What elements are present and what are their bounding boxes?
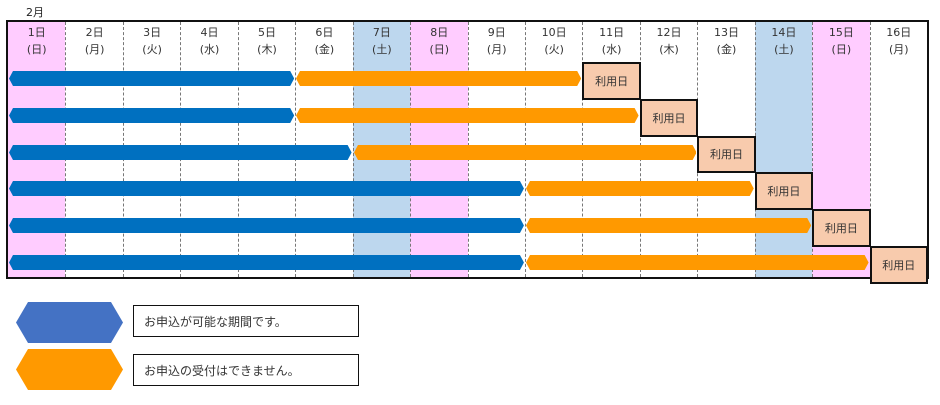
month-label: 2月: [26, 6, 44, 19]
day-date: 12日: [656, 26, 682, 39]
apply-period-bar: [9, 144, 352, 160]
day-date: 7日: [372, 26, 391, 39]
day-header: 16日 (月): [871, 24, 927, 58]
day-date: 9日: [487, 26, 506, 39]
day-weekday: (金): [314, 43, 335, 56]
day-date: 16日: [886, 26, 912, 39]
day-date: 1日: [27, 26, 46, 39]
day-header: 1日 (日): [8, 24, 65, 58]
day-weekday: (木): [659, 43, 679, 56]
closed-period-bar: [353, 144, 697, 160]
use-day-cell: 利用日: [639, 98, 699, 137]
day-weekday: (月): [888, 43, 909, 56]
day-date: 13日: [713, 26, 739, 39]
day-header: 2日 (月): [66, 24, 122, 58]
day-weekday: (土): [774, 43, 794, 56]
day-header: 11日 (水): [583, 24, 639, 58]
day-header: 14日 (土): [756, 24, 812, 58]
legend-closed-text: お申込の受付はできません。: [133, 354, 359, 386]
day-date: 8日: [430, 26, 449, 39]
apply-period-bar: [9, 107, 295, 123]
day-header: 10日 (火): [526, 24, 582, 58]
day-date: 11日: [599, 26, 625, 39]
legend-closed-swatch: [16, 349, 123, 390]
day-date: 10日: [541, 26, 567, 39]
day-weekday: (木): [257, 43, 277, 56]
day-date: 6日: [315, 26, 334, 39]
day-header: 15日 (日): [813, 24, 869, 58]
day-weekday: (水): [199, 43, 220, 56]
day-header: 12日 (木): [641, 24, 697, 58]
use-day-cell: 利用日: [582, 62, 641, 100]
apply-period-bar: [9, 218, 524, 234]
day-header: 4日 (水): [181, 24, 237, 58]
closed-period-bar: [525, 218, 812, 234]
day-header: 5日 (木): [239, 24, 295, 58]
day-weekday: (月): [486, 43, 507, 56]
use-day-cell: 利用日: [869, 246, 928, 284]
day-weekday: (火): [544, 43, 564, 56]
legend-apply-text: お申込が可能な期間です。: [133, 305, 359, 337]
day-header: 8日 (日): [411, 24, 467, 58]
day-date: 14日: [771, 26, 797, 39]
use-day-cell: 利用日: [754, 172, 814, 211]
day-column: 14日 (土): [754, 22, 813, 277]
day-weekday: (金): [716, 43, 737, 56]
closed-period-bar: [525, 254, 869, 270]
day-date: 4日: [200, 26, 219, 39]
apply-period-bar: [9, 181, 524, 197]
day-weekday: (日): [26, 43, 47, 56]
calendar-grid: 1日 (日) 2日 (月) 3日 (火) 4日 (水) 5日 (木) 6日 (金) 7日 (土) 8日 (日)…: [6, 20, 929, 284]
day-weekday: (土): [372, 43, 392, 56]
day-weekday: (火): [142, 43, 162, 56]
use-day-cell: 利用日: [812, 209, 871, 247]
day-date: 15日: [828, 26, 854, 39]
day-header: 7日 (土): [354, 24, 410, 58]
day-date: 3日: [143, 26, 162, 39]
day-weekday: (月): [84, 43, 105, 56]
day-date: 2日: [85, 26, 104, 39]
day-weekday: (日): [831, 43, 852, 56]
legend-apply-swatch: [16, 302, 123, 343]
closed-period-bar: [296, 107, 639, 123]
closed-period-bar: [525, 181, 754, 197]
day-column: 16日 (月): [869, 22, 927, 277]
day-header: 3日 (火): [124, 24, 180, 58]
closed-period-bar: [296, 70, 582, 86]
day-header: 6日 (金): [296, 24, 352, 58]
day-weekday: (水): [601, 43, 622, 56]
apply-period-bar: [9, 70, 295, 86]
day-header: 13日 (金): [698, 24, 754, 58]
day-header: 9日 (月): [469, 24, 525, 58]
use-day-cell: 利用日: [697, 135, 756, 174]
day-date: 5日: [257, 26, 276, 39]
apply-period-bar: [9, 254, 524, 270]
day-weekday: (日): [429, 43, 450, 56]
